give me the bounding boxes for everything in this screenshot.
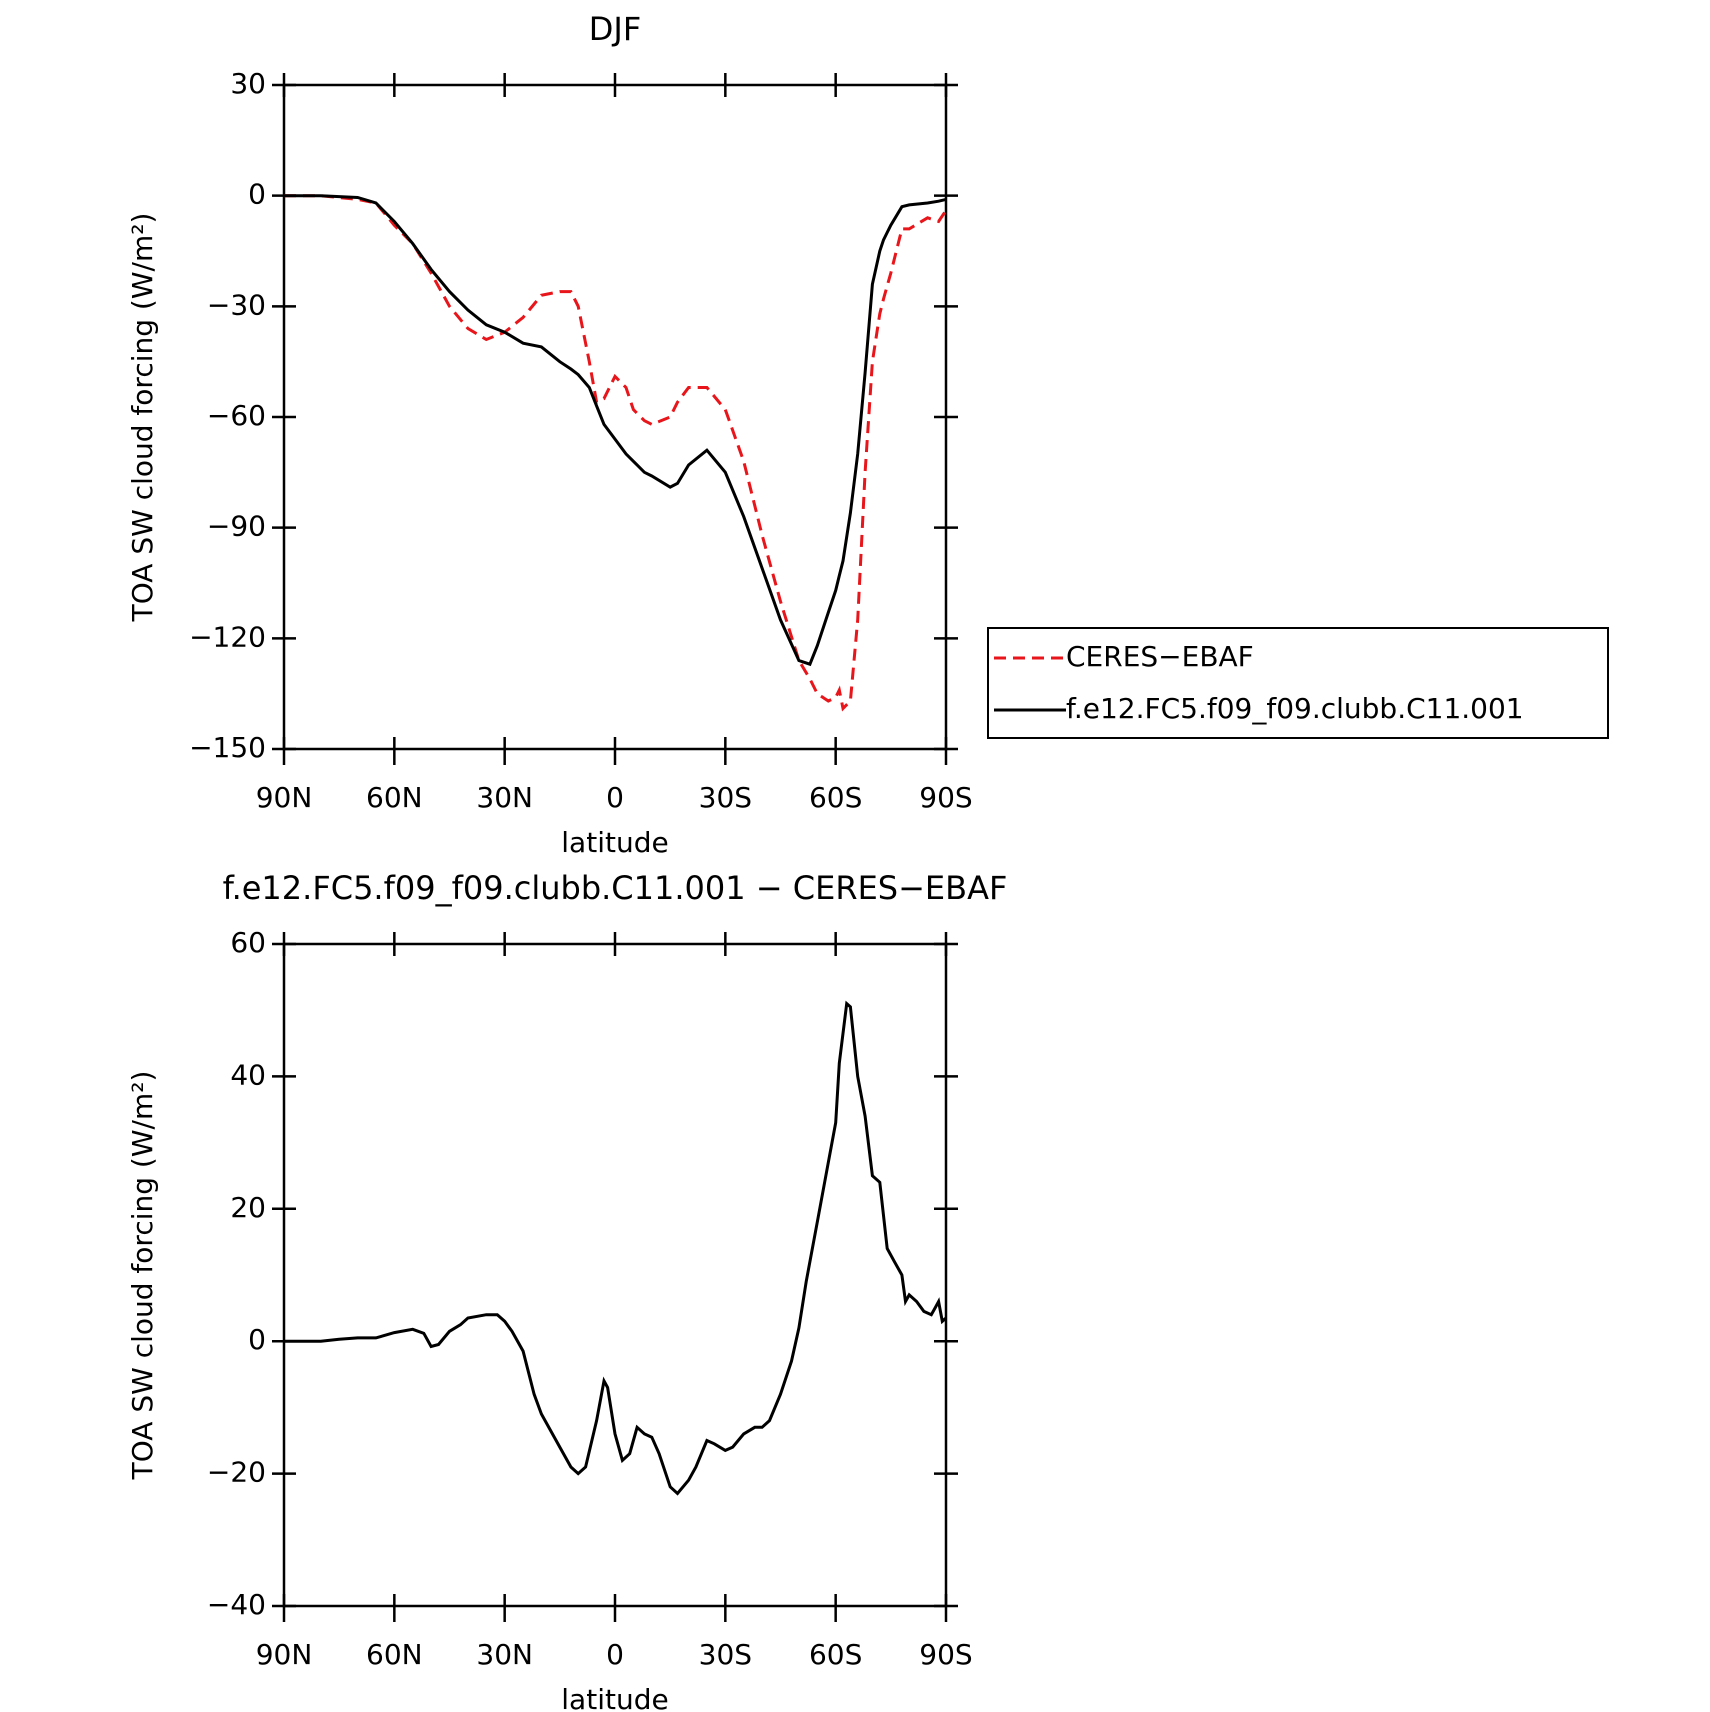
x-tick-label: 30N (476, 781, 533, 814)
y-tick-label: 40 (230, 1058, 266, 1091)
y-tick-label: 0 (248, 178, 266, 211)
x-tick-label: 90S (919, 1638, 972, 1671)
y-axis-label: TOA SW cloud forcing (W/m²) (126, 213, 159, 623)
x-tick-label: 60N (366, 1638, 423, 1671)
y-tick-label: −120 (189, 620, 266, 653)
x-tick-label: 30S (699, 1638, 752, 1671)
x-tick-label: 30N (476, 1638, 533, 1671)
y-tick-label: −30 (207, 288, 266, 321)
x-tick-label: 0 (606, 781, 624, 814)
y-tick-label: −90 (207, 510, 266, 543)
data-line (284, 194, 948, 712)
y-tick-label: −20 (207, 1456, 266, 1489)
legend-box (987, 627, 1609, 739)
y-tick-label: −60 (207, 399, 266, 432)
y-tick-label: 60 (230, 926, 266, 959)
x-tick-label: 30S (699, 781, 752, 814)
y-tick-label: 30 (230, 67, 266, 100)
y-tick-label: −150 (189, 731, 266, 764)
y-tick-label: 0 (248, 1323, 266, 1356)
x-tick-label: 90N (256, 781, 313, 814)
x-tick-label: 60S (809, 781, 862, 814)
y-tick-label: 20 (230, 1191, 266, 1224)
y-tick-label: −40 (207, 1588, 266, 1621)
chart-title: f.e12.FC5.f09_f09.clubb.C11.001 − CERES−… (223, 869, 1008, 907)
x-axis-label: latitude (561, 826, 668, 859)
legend-label: f.e12.FC5.f09_f09.clubb.C11.001 (1066, 692, 1524, 725)
data-line (284, 1000, 947, 1496)
plot-frame (282, 942, 948, 1608)
plot-frame (282, 83, 948, 751)
x-tick-label: 0 (606, 1638, 624, 1671)
x-tick-label: 60S (809, 1638, 862, 1671)
x-tick-label: 90S (919, 781, 972, 814)
data-line (284, 194, 947, 667)
y-axis-label: TOA SW cloud forcing (W/m²) (126, 1071, 159, 1481)
x-tick-label: 90N (256, 1638, 313, 1671)
x-axis-label: latitude (561, 1683, 668, 1712)
x-tick-label: 60N (366, 781, 423, 814)
chart-title: DJF (589, 10, 641, 48)
legend-label: CERES−EBAF (1066, 640, 1254, 673)
